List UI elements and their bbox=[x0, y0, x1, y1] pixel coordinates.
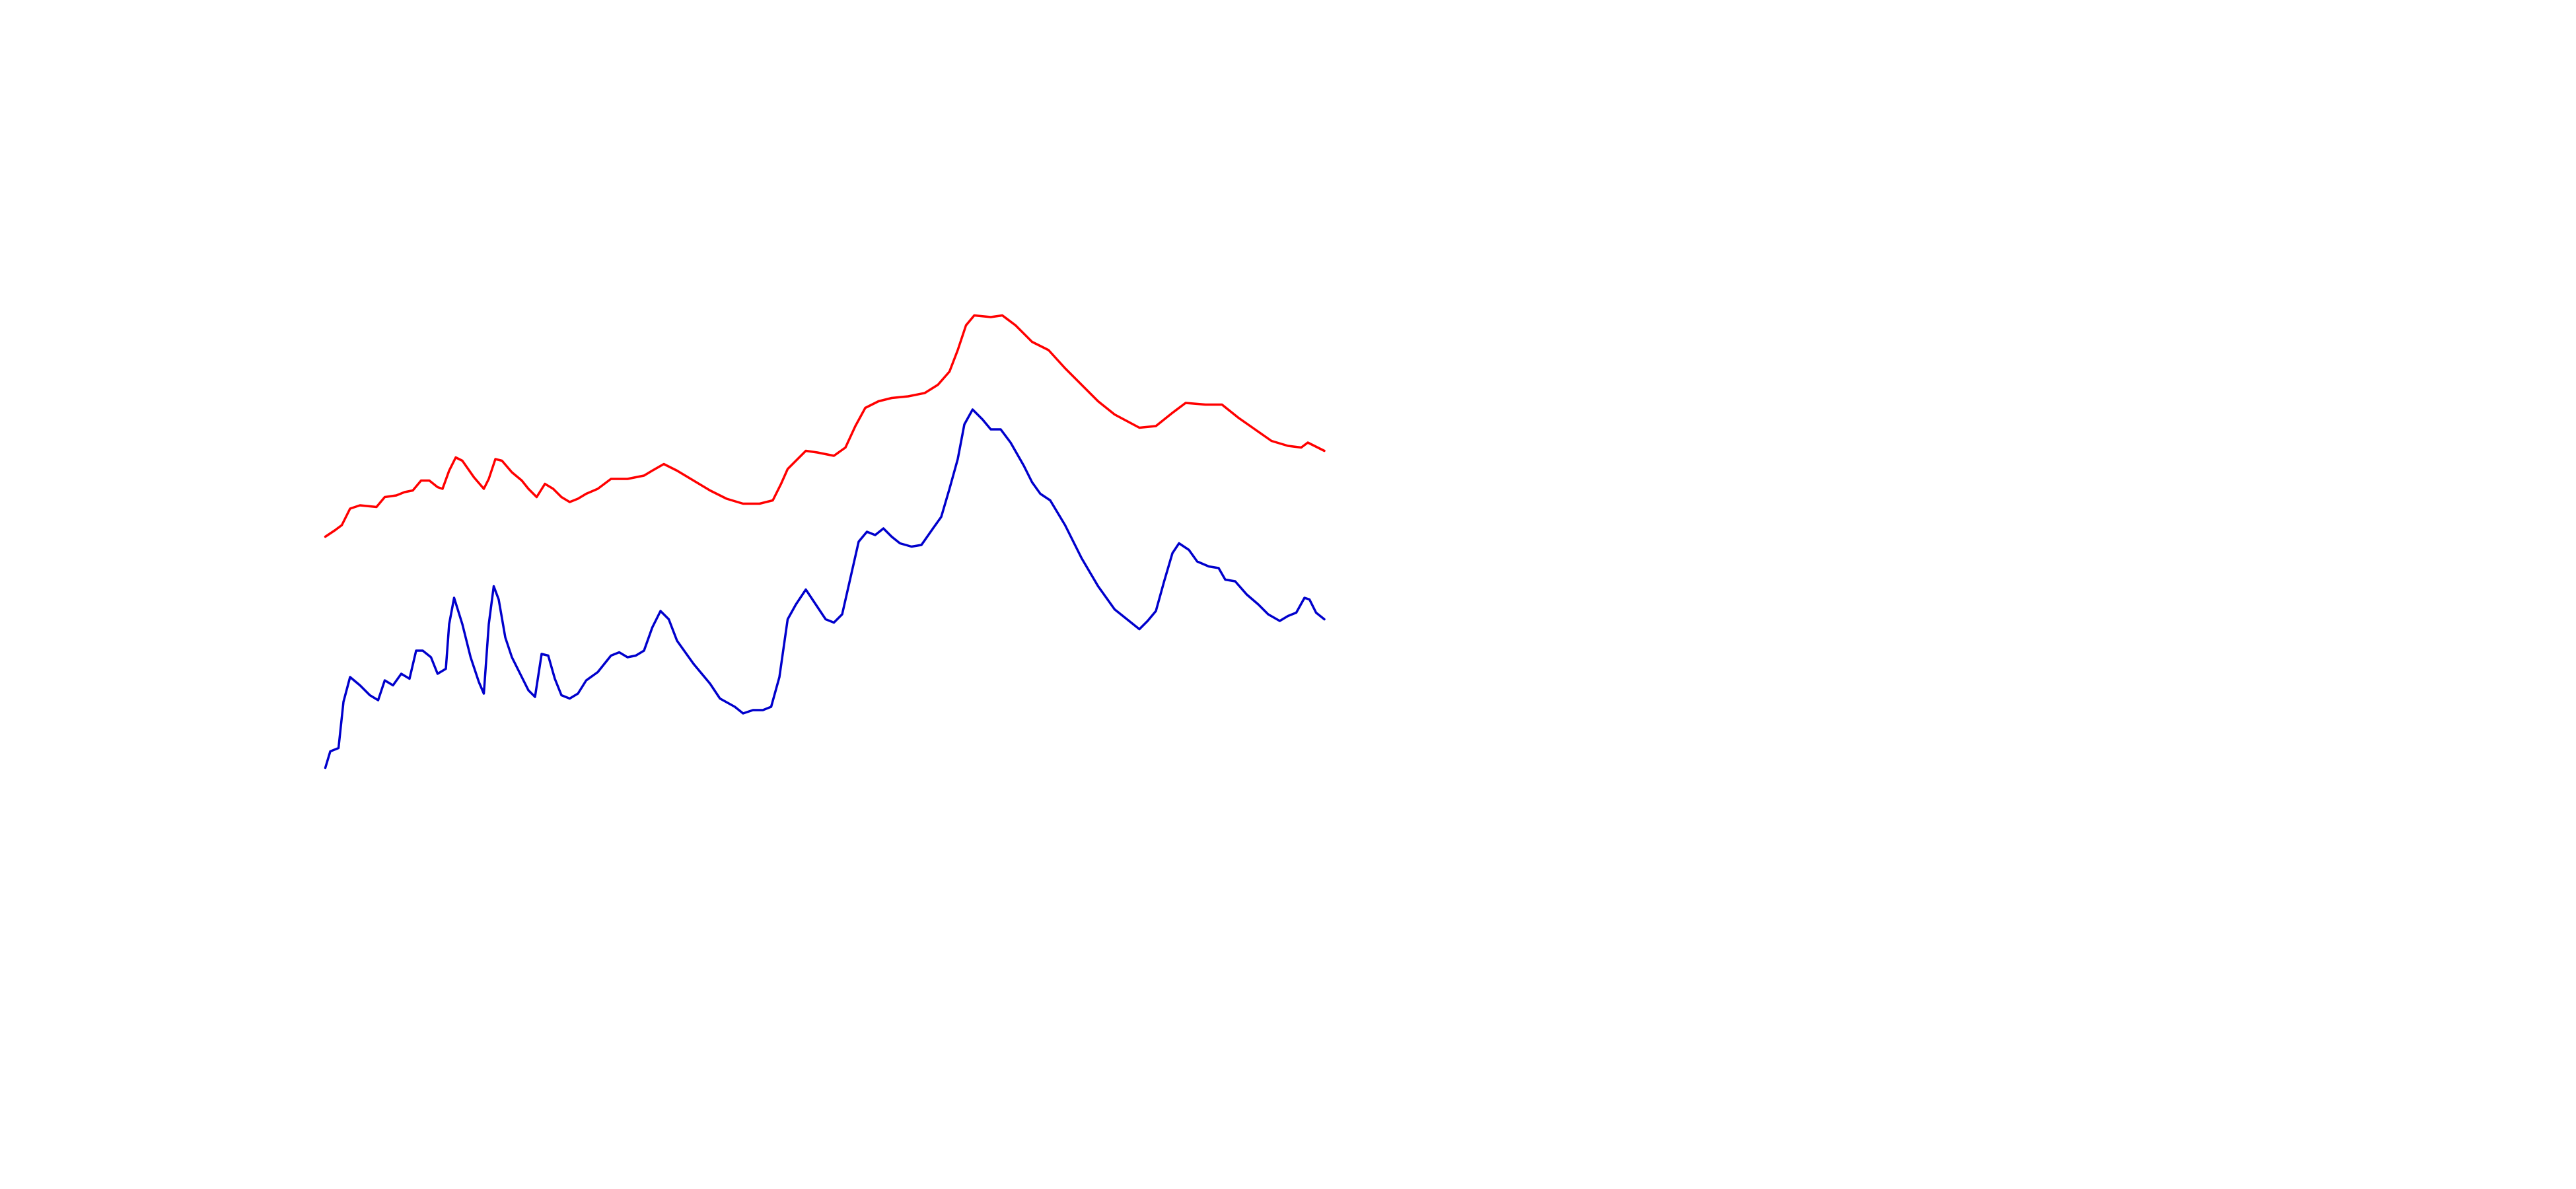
line-series bbox=[324, 314, 1326, 538]
line-series bbox=[324, 408, 1326, 770]
